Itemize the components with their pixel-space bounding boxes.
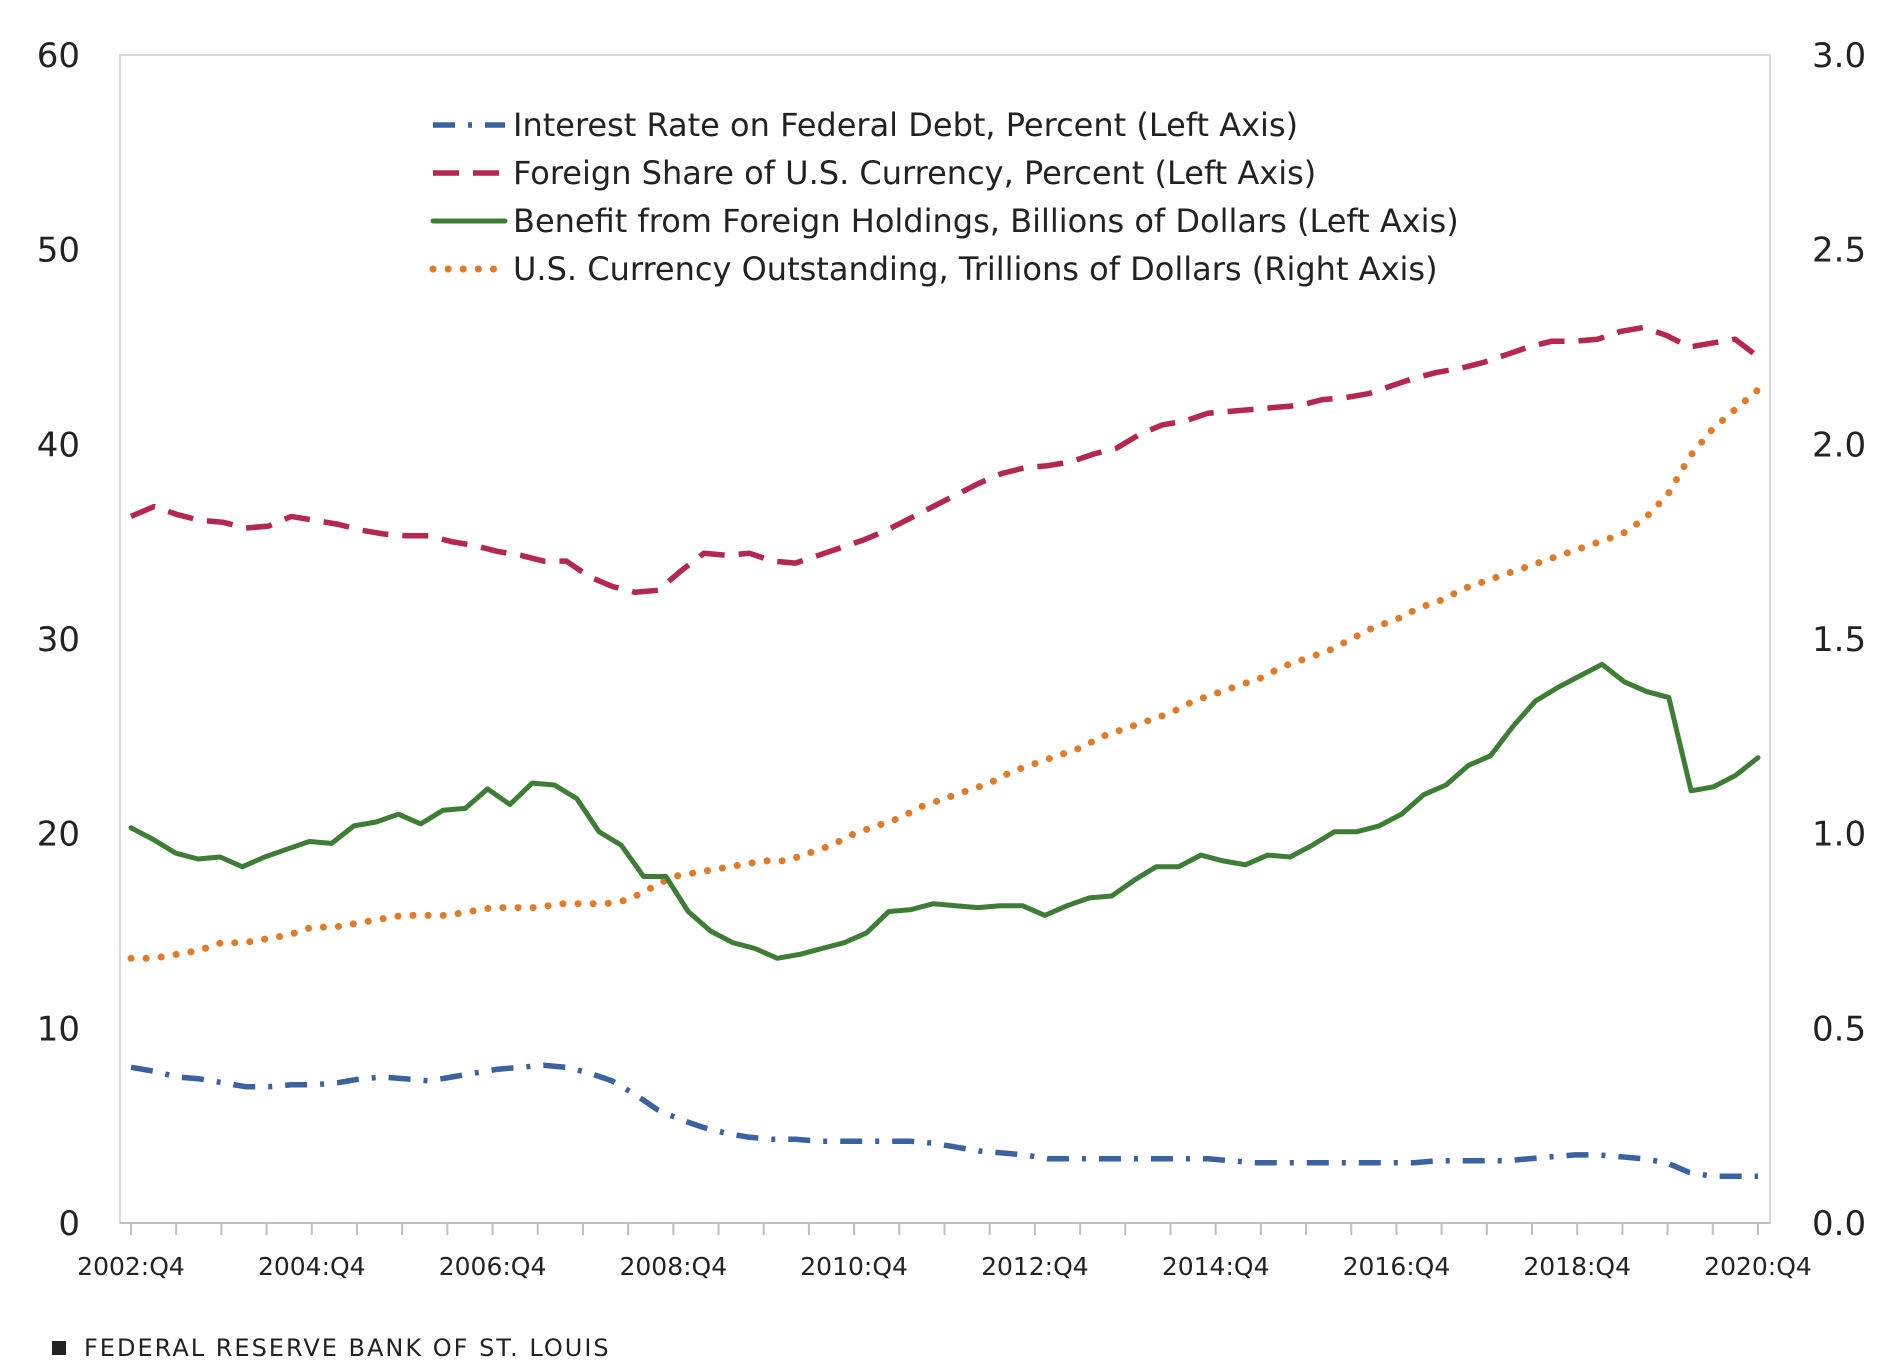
right-tick-label: 3.0 — [1812, 36, 1866, 76]
right-tick-label: 0.5 — [1812, 1009, 1866, 1049]
right-tick-label: 0.0 — [1812, 1204, 1866, 1244]
legend: Interest Rate on Federal Debt, Percent (… — [429, 106, 1459, 288]
x-tick-label: 2016:Q4 — [1343, 1252, 1451, 1281]
x-tick-label: 2020:Q4 — [1704, 1252, 1812, 1281]
legend-label-2: Foreign Share of U.S. Currency, Percent … — [513, 154, 1316, 192]
x-axis: 2002:Q4 2004:Q4 2006:Q4 2008:Q4 2010:Q4 2012:… — [77, 1222, 1812, 1281]
left-tick-label: 40 — [37, 425, 80, 465]
left-tick-label: 30 — [37, 620, 80, 660]
right-tick-label: 2.5 — [1812, 231, 1866, 271]
right-tick-label: 1.0 — [1812, 815, 1866, 855]
legend-label-3: Benefit from Foreign Holdings, Billions … — [513, 202, 1459, 240]
x-tick-label: 2018:Q4 — [1523, 1252, 1631, 1281]
left-tick-label: 0 — [58, 1204, 80, 1244]
series-line-3 — [128, 661, 1761, 961]
left-tick-label: 20 — [37, 815, 80, 855]
x-tick-label: 2012:Q4 — [981, 1252, 1089, 1281]
x-tick-label: 2014:Q4 — [1162, 1252, 1270, 1281]
x-tick-label: 2004:Q4 — [258, 1252, 366, 1281]
right-tick-label: 1.5 — [1812, 620, 1866, 660]
series-line-1 — [130, 1062, 1758, 1180]
right-axis: 0.0 0.5 1.0 1.5 2.0 2.5 3.0 — [1812, 36, 1866, 1244]
series-line-4 — [127, 386, 1762, 962]
series-line-2 — [129, 324, 1760, 596]
x-tick-label: 2010:Q4 — [800, 1252, 908, 1281]
left-tick-label: 60 — [37, 36, 80, 76]
legend-label-4: U.S. Currency Outstanding, Trillions of … — [513, 250, 1438, 288]
source-note: FEDERAL RESERVE BANK OF ST. LOUIS — [52, 1334, 611, 1362]
x-tick-label: 2006:Q4 — [439, 1252, 547, 1281]
left-tick-label: 50 — [37, 231, 80, 271]
right-tick-label: 2.0 — [1812, 425, 1866, 465]
left-axis: 0 10 20 30 40 50 60 — [37, 36, 80, 1244]
x-tick-label: 2008:Q4 — [620, 1252, 728, 1281]
x-tick-label: 2002:Q4 — [77, 1252, 185, 1281]
source-square-icon — [52, 1341, 66, 1355]
source-text: FEDERAL RESERVE BANK OF ST. LOUIS — [84, 1334, 611, 1362]
legend-label-1: Interest Rate on Federal Debt, Percent (… — [513, 106, 1298, 144]
left-tick-label: 10 — [37, 1009, 80, 1049]
series-layer — [127, 324, 1762, 1180]
